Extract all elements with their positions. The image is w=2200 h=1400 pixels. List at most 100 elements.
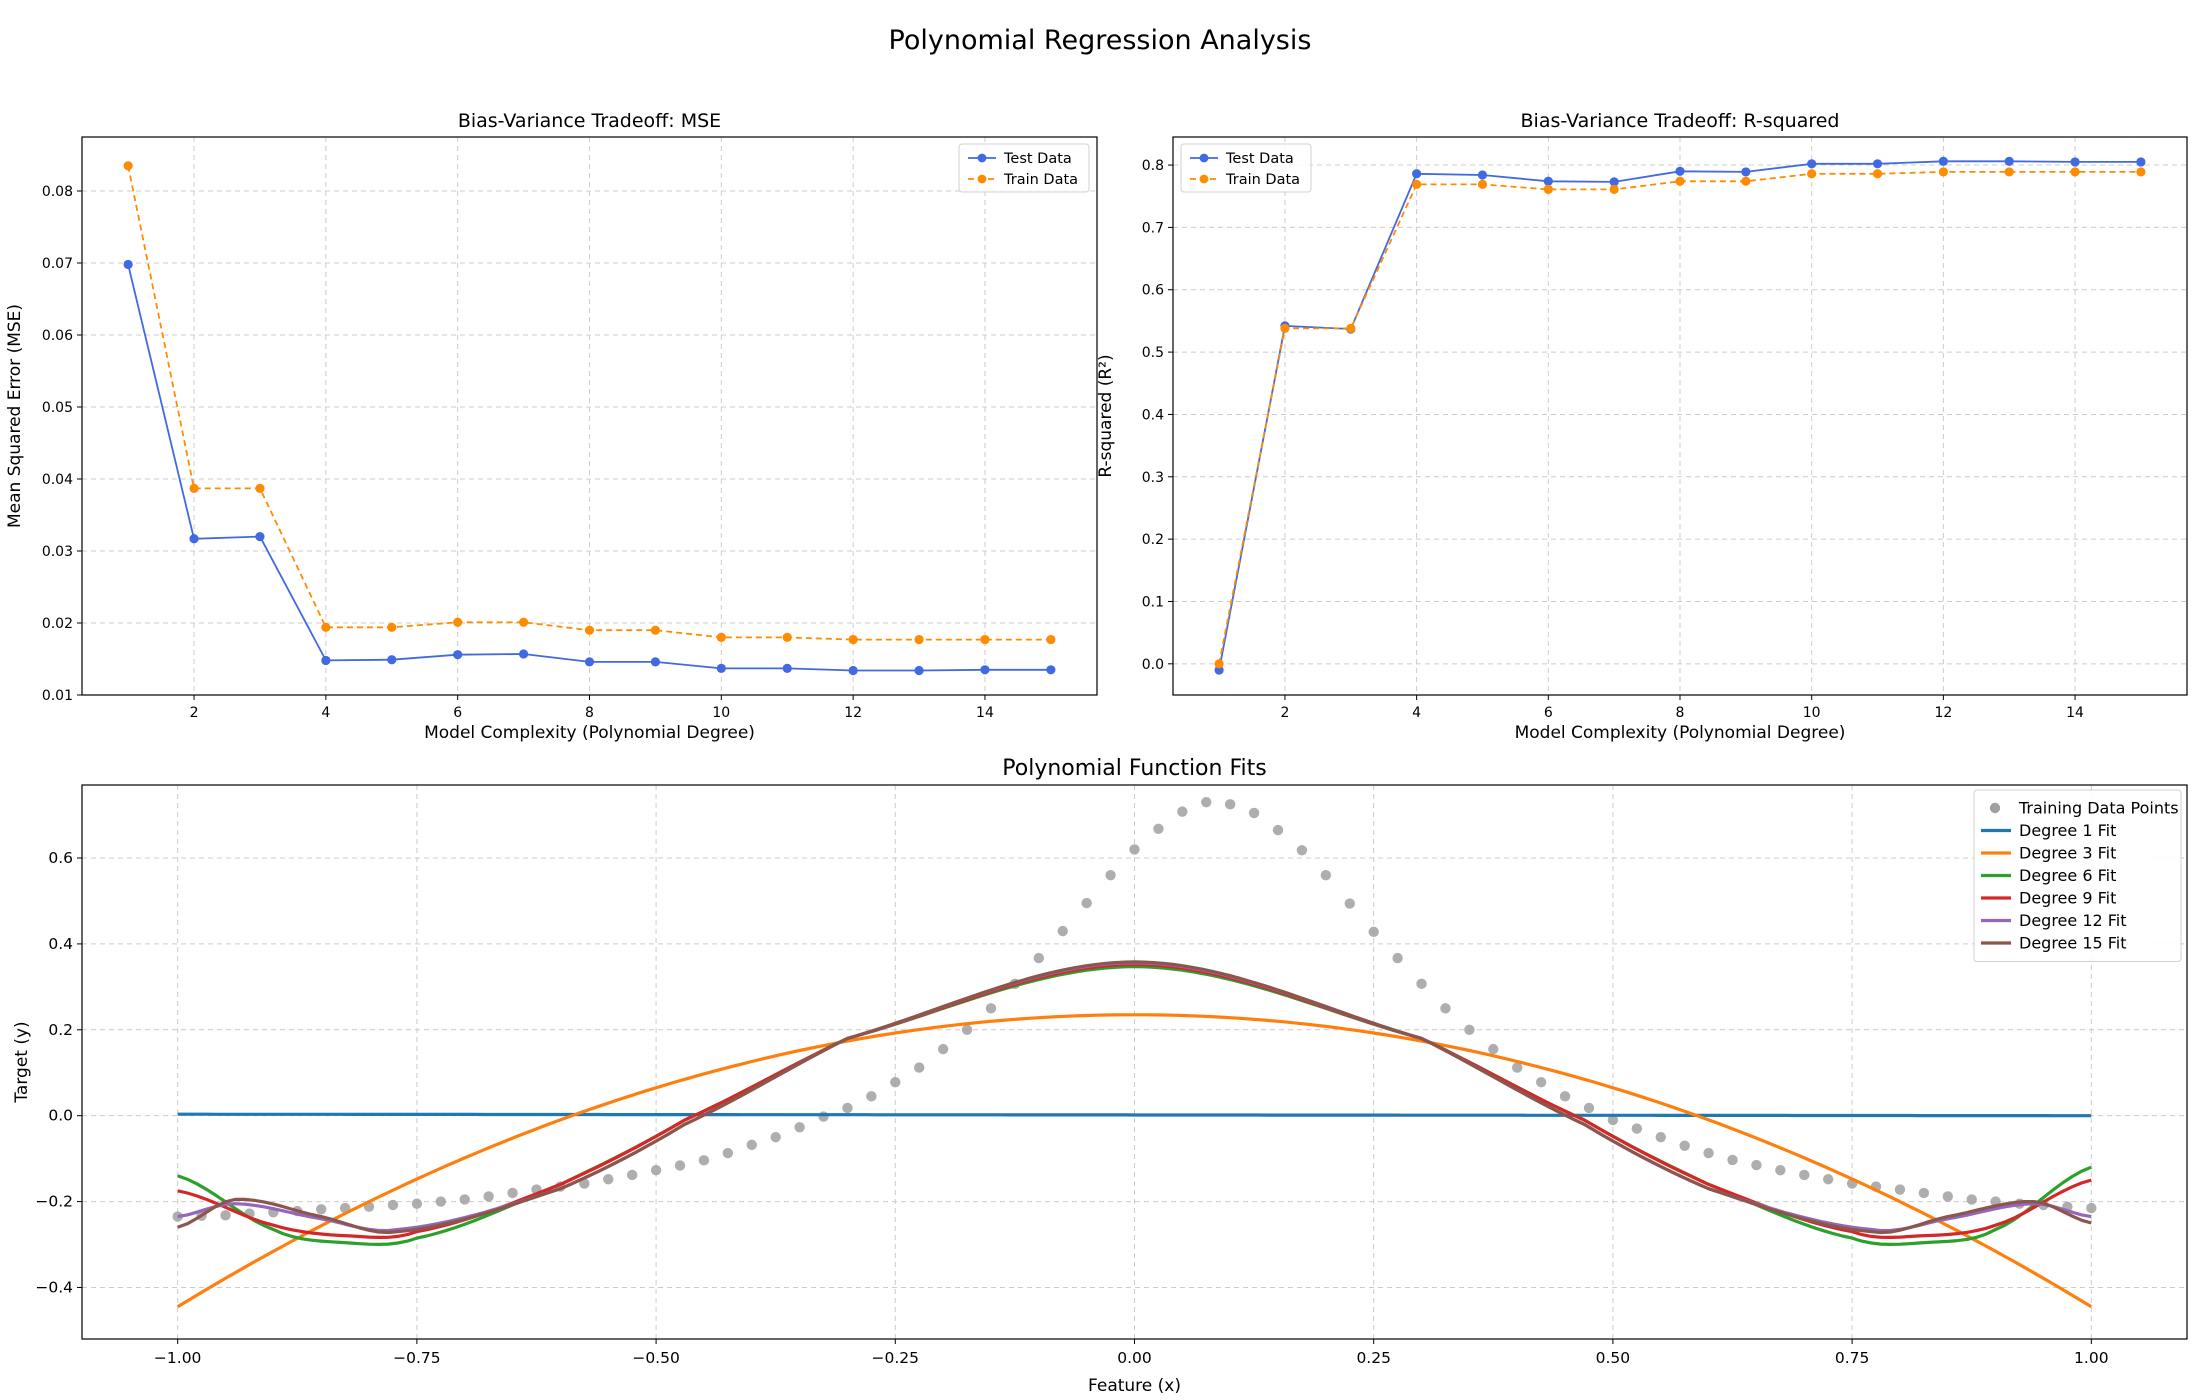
legend-label: Degree 9 Fit [2019, 889, 2116, 908]
data-point [2004, 167, 2014, 177]
plot-frame [1172, 136, 2188, 696]
data-point [1872, 159, 1883, 169]
data-point [321, 622, 331, 632]
legend: Test Data Train Data [958, 143, 1090, 193]
figure-suptitle: Polynomial Regression Analysis [889, 25, 1312, 56]
scatter-point [1153, 823, 1164, 835]
data-point [650, 657, 661, 667]
data-point [189, 483, 199, 493]
data-point [189, 534, 199, 544]
data-point [1046, 634, 1056, 645]
legend-marker [1989, 802, 2001, 814]
scatter-point [483, 1191, 494, 1202]
x-tick-label: 8 [585, 705, 594, 721]
scatter-point [1703, 1147, 1714, 1159]
legend-label: Degree 15 Fit [2019, 934, 2127, 953]
data-point [123, 161, 133, 171]
scatter-point [1751, 1159, 1762, 1171]
grid [82, 785, 2187, 1339]
y-axis-label: R-squared (R²) [1096, 354, 1116, 477]
scatter-point [866, 1091, 877, 1102]
y-tick-label: 0.0 [1142, 657, 1164, 673]
r-squared-chart: 2 4 6 8 10 12 14 0.0 0.1 0.2 0.3 0.4 0.5 0.6 0.7 0.8 Bia… [1096, 110, 2188, 743]
legend: Training Data Points Degree 1 Fit Degree 3… [1973, 789, 2182, 962]
data-point [1543, 184, 1553, 194]
scatter-point [1224, 799, 1236, 810]
data-point [1346, 323, 1356, 334]
legend-label: Training Data Points [2018, 799, 2179, 818]
x-tick-label: −0.75 [393, 1349, 441, 1367]
plot-frame [81, 136, 1098, 696]
data-point [2136, 157, 2146, 167]
y-tick-label: 0.06 [42, 328, 73, 344]
data-point [1609, 184, 1619, 194]
fit-curve-degree-3-fit [176, 1013, 2093, 1309]
y-tick-label: 0.2 [1142, 532, 1164, 548]
x-tick-label: 12 [1934, 705, 1952, 721]
data-point [848, 665, 858, 676]
legend-box [958, 143, 1090, 193]
scatter-point [411, 1198, 423, 1209]
scatter-point [985, 1003, 997, 1014]
x-tick-label: 0.75 [1835, 1349, 1870, 1367]
legend-label: Degree 3 Fit [2019, 844, 2116, 863]
scatter-point [2086, 1202, 2097, 1214]
data-point [1543, 176, 1553, 186]
y-tick-label: −0.4 [35, 1278, 73, 1296]
data-point [2004, 156, 2014, 166]
legend-marker [977, 153, 987, 163]
scatter-point [1248, 807, 1260, 819]
series-train-data [123, 161, 1056, 645]
data-point [255, 483, 265, 493]
y-tick-label: 0.5 [1142, 345, 1164, 361]
data-point [1412, 179, 1422, 189]
legend-label: Train Data [1003, 172, 1078, 188]
scatter-point [435, 1196, 447, 1207]
chart-title: Bias-Variance Tradeoff: MSE [458, 110, 721, 132]
y-tick-label: 0.07 [42, 256, 73, 272]
y-tick-label: 0.8 [1142, 158, 1164, 174]
scatter-point [1535, 1076, 1547, 1088]
legend-label: Degree 12 Fit [2019, 911, 2127, 930]
scatter-point [1822, 1174, 1834, 1185]
data-point [1280, 323, 1290, 334]
x-tick-label: 8 [1676, 705, 1685, 721]
fit-curve-degree-1-fit [177, 1112, 2092, 1118]
data-point [123, 259, 133, 270]
data-point [518, 649, 529, 659]
data-point [1741, 176, 1751, 186]
scatter-point [698, 1155, 710, 1166]
scatter-point [1607, 1114, 1619, 1126]
data-point [453, 650, 463, 660]
y-tick-label: 0.6 [48, 849, 73, 867]
y-tick-label: 0.04 [42, 472, 73, 488]
y-tick-label: 0.3 [1142, 470, 1164, 486]
scatter-point [914, 1062, 925, 1073]
x-tick-label: 0.50 [1596, 1349, 1631, 1367]
x-tick-label: 6 [1544, 705, 1553, 721]
legend-label: Degree 6 Fit [2019, 866, 2116, 885]
legend: Test Data Train Data [1180, 143, 1312, 193]
plot-frame [81, 784, 2188, 1340]
scatter-point [1655, 1131, 1666, 1143]
scatter-point [1129, 844, 1140, 855]
x-tick-label: 6 [453, 705, 462, 721]
scatter-point [746, 1139, 757, 1151]
scatter-point [1799, 1169, 1810, 1181]
y-tick-label: −0.2 [35, 1193, 73, 1211]
data-point [1938, 156, 1948, 166]
scatter-point [1440, 1003, 1451, 1014]
data-point [716, 663, 726, 673]
scatter-point [1033, 952, 1045, 964]
data-point [980, 634, 990, 645]
data-point [1807, 159, 1817, 169]
x-tick-label: 0.25 [1356, 1349, 1391, 1367]
data-point [2070, 167, 2080, 177]
legend-label: Test Data [1003, 151, 1072, 167]
y-tick-label: 0.2 [48, 1021, 73, 1039]
scatter-point [1057, 925, 1068, 937]
y-tick-label: 0.01 [42, 688, 73, 704]
data-point [1938, 167, 1948, 177]
legend-box [1180, 143, 1312, 193]
data-point [1214, 659, 1224, 669]
